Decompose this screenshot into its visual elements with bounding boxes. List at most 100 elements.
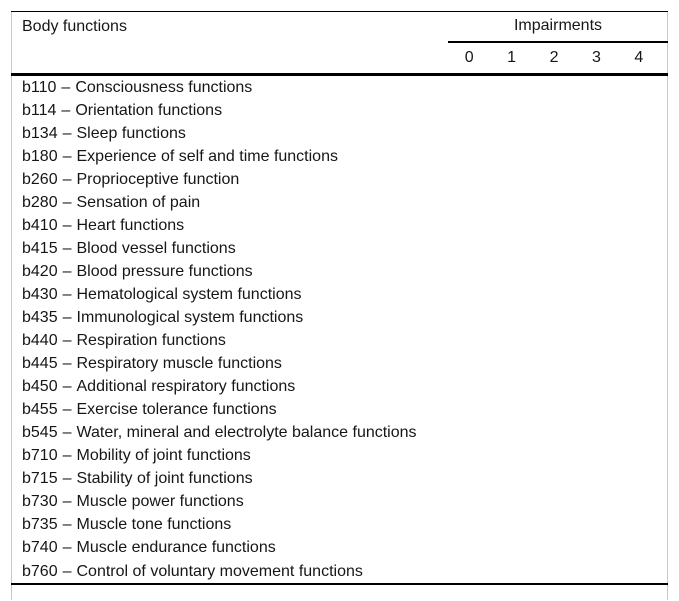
function-name: Muscle endurance functions	[76, 539, 276, 557]
dash-separator: –	[62, 493, 72, 511]
dash-separator: –	[62, 516, 72, 534]
table-left-edge-line	[11, 12, 12, 600]
function-name: Muscle tone functions	[76, 516, 232, 534]
icf-code: b735	[22, 516, 58, 534]
impairment-level-3: 3	[591, 49, 601, 66]
function-name: Heart functions	[76, 216, 185, 234]
dash-separator: –	[62, 378, 72, 396]
icf-code: b760	[22, 562, 58, 580]
table-row: b735– Muscle tone functions	[11, 514, 668, 537]
icf-code: b730	[22, 493, 58, 511]
dash-separator: –	[62, 332, 72, 350]
dash-separator: –	[62, 470, 72, 488]
dash-separator: –	[62, 539, 72, 557]
function-name: Immunological system functions	[76, 308, 304, 326]
function-name: Orientation functions	[75, 101, 223, 119]
dash-separator: –	[62, 170, 72, 188]
table-row: b420– Blood pressure functions	[11, 260, 668, 283]
table-header: Body functions Impairments 0 1 2 3 4	[11, 11, 668, 76]
icf-code: b455	[22, 401, 58, 419]
impairment-level-0: 0	[464, 49, 474, 66]
function-name: Water, mineral and electrolyte balance f…	[76, 424, 417, 442]
function-name: Respiratory muscle functions	[76, 355, 282, 373]
table-row: b455– Exercise tolerance functions	[11, 399, 668, 422]
icf-code: b415	[22, 239, 58, 257]
function-name: Control of voluntary movement functions	[76, 562, 363, 580]
body-functions-column-header: Body functions	[22, 18, 127, 35]
table-row: b410– Heart functions	[11, 214, 668, 237]
function-name: Exercise tolerance functions	[76, 401, 277, 419]
icf-code: b180	[22, 147, 58, 165]
icf-code: b450	[22, 378, 58, 396]
table-row: b445– Respiratory muscle functions	[11, 353, 668, 376]
body-functions-impairments-table: Body functions Impairments 0 1 2 3 4 b11…	[11, 11, 668, 585]
table-body: b110– Consciousness functions b114– Orient…	[11, 76, 668, 585]
table-row: b710– Mobility of joint functions	[11, 445, 668, 468]
table-right-edge-line	[667, 12, 668, 600]
function-name: Additional respiratory functions	[76, 378, 296, 396]
dash-separator: –	[62, 285, 72, 303]
icf-code: b134	[22, 124, 58, 142]
dash-separator: –	[62, 355, 72, 373]
dash-separator: –	[62, 262, 72, 280]
icf-code: b280	[22, 193, 58, 211]
dash-separator: –	[62, 424, 72, 442]
function-name: Sleep functions	[76, 124, 186, 142]
impairments-header-group: Impairments	[448, 12, 668, 43]
table-row: b545– Water, mineral and electrolyte bala…	[11, 422, 668, 445]
function-name: Sensation of pain	[76, 193, 201, 211]
table-row: b260– Proprioceptive function	[11, 168, 668, 191]
table-row: b180– Experience of self and time functio…	[11, 145, 668, 168]
table-row: b110– Consciousness functions	[11, 76, 668, 99]
header-row-titles: Body functions Impairments	[11, 12, 668, 43]
dash-separator: –	[62, 193, 72, 211]
icf-code: b440	[22, 332, 58, 350]
icf-code: b545	[22, 424, 58, 442]
icf-code: b114	[22, 101, 57, 119]
icf-code: b410	[22, 216, 58, 234]
table-row: b134– Sleep functions	[11, 122, 668, 145]
dash-separator: –	[61, 78, 71, 96]
dash-separator: –	[62, 562, 72, 580]
icf-code: b260	[22, 170, 58, 188]
impairment-level-1: 1	[507, 49, 517, 66]
function-name: Proprioceptive function	[76, 170, 240, 188]
table-row: b715– Stability of joint functions	[11, 468, 668, 491]
dash-separator: –	[62, 308, 72, 326]
impairment-level-2: 2	[549, 49, 559, 66]
table-row: b730– Muscle power functions	[11, 491, 668, 514]
icf-code: b435	[22, 308, 58, 326]
dash-separator: –	[62, 147, 72, 165]
dash-separator: –	[62, 216, 72, 234]
table-row: b440– Respiration functions	[11, 330, 668, 353]
icf-code: b445	[22, 355, 58, 373]
table-row: b435– Immunological system functions	[11, 306, 668, 329]
dash-separator: –	[62, 447, 72, 465]
dash-separator: –	[62, 124, 72, 142]
table-row: b415– Blood vessel functions	[11, 237, 668, 260]
table-row: b430– Hematological system functions	[11, 283, 668, 306]
dash-separator: –	[61, 101, 71, 119]
icf-code: b430	[22, 285, 58, 303]
icf-code: b715	[22, 470, 58, 488]
dash-separator: –	[62, 239, 72, 257]
table-row: b740– Muscle endurance functions	[11, 537, 668, 560]
function-name: Hematological system functions	[76, 285, 302, 303]
function-name: Mobility of joint functions	[76, 447, 251, 465]
function-name: Stability of joint functions	[76, 470, 253, 488]
table-row: b280– Sensation of pain	[11, 191, 668, 214]
icf-code: b710	[22, 447, 58, 465]
icf-code: b110	[22, 78, 57, 96]
impairment-level-4: 4	[634, 49, 644, 66]
header-row-levels: 0 1 2 3 4	[11, 43, 668, 73]
icf-code: b420	[22, 262, 58, 280]
impairments-column-header: Impairments	[513, 17, 603, 34]
table-row: b450– Additional respiratory functions	[11, 376, 668, 399]
dash-separator: –	[62, 401, 72, 419]
function-name: Experience of self and time functions	[76, 147, 338, 165]
function-name: Respiration functions	[76, 332, 226, 350]
function-name: Blood pressure functions	[76, 262, 253, 280]
table-row: b760– Control of voluntary movement funct…	[11, 560, 668, 583]
impairment-level-headers: 0 1 2 3 4	[448, 49, 668, 67]
icf-code: b740	[22, 539, 58, 557]
